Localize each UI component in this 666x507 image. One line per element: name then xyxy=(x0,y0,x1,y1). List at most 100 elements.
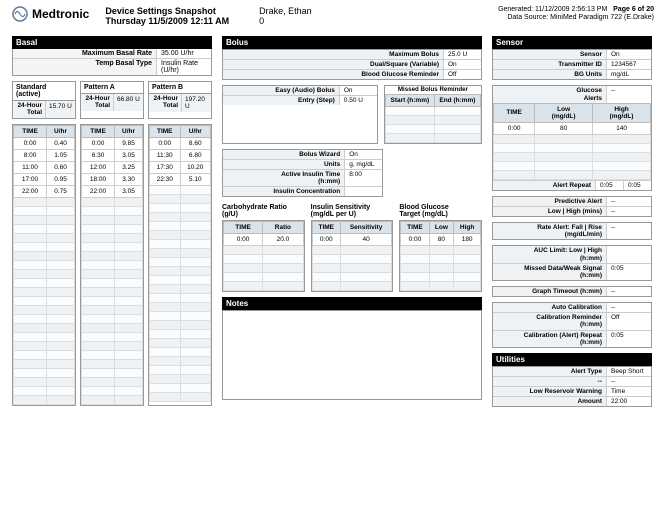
sensor-header: Sensor xyxy=(492,36,652,49)
table-row xyxy=(82,333,143,342)
table-row xyxy=(82,315,143,324)
table-row xyxy=(312,273,392,282)
table-row xyxy=(14,369,75,378)
brand-logo: Medtronic xyxy=(12,6,89,22)
table-row xyxy=(82,243,143,252)
table-row xyxy=(150,240,211,249)
table-row: 0:0080140 xyxy=(494,122,651,134)
table-row xyxy=(494,161,651,170)
table-row: 0:000.40 xyxy=(14,138,75,150)
table-row xyxy=(14,225,75,234)
table-row xyxy=(82,324,143,333)
table-row xyxy=(150,294,211,303)
table-row xyxy=(401,246,481,255)
medtronic-icon xyxy=(12,6,28,22)
b-table: TIMEU/hr0:008.6011:306.8017:3010.2022:30… xyxy=(149,125,211,402)
table-row xyxy=(150,186,211,195)
table-row xyxy=(82,198,143,207)
table-row xyxy=(401,282,481,291)
table-row xyxy=(82,351,143,360)
bolus-top: Maximum Bolus25.0 U Dual/Square (Variabl… xyxy=(222,49,482,80)
table-row xyxy=(150,330,211,339)
pattern-standard: Standard (active) 24-Hour Total15.70 U xyxy=(12,81,76,119)
table-row: 17:000.95 xyxy=(14,174,75,186)
bolus-wizard: Bolus WizardOn Unitsg, mg/dL Active Insu… xyxy=(222,149,383,197)
table-row xyxy=(14,306,75,315)
table-row xyxy=(224,273,304,282)
notes-header: Notes xyxy=(222,297,482,310)
table-row xyxy=(82,288,143,297)
bolus-header: Bolus xyxy=(222,36,482,49)
temp-basal-v: Insulin Rate (U/hr) xyxy=(156,59,211,75)
pattern-a: Pattern A 24-Hour Total66.80 U xyxy=(80,81,144,119)
patient-sub: 0 xyxy=(259,16,312,26)
utilities: Alert TypeBeep Short ---- Low Reservoir … xyxy=(492,366,652,408)
table-row xyxy=(150,303,211,312)
patient-block: Drake, Ethan 0 xyxy=(259,6,312,26)
table-row xyxy=(150,249,211,258)
std-table: TIMEU/hr0:000.408:001.0511:000.6017:000.… xyxy=(13,125,75,405)
table-row xyxy=(14,297,75,306)
table-row: 0:008.60 xyxy=(150,138,211,150)
table-row xyxy=(494,143,651,152)
predictive: Predictive Alert-- Low | High (mins)-- xyxy=(492,196,652,217)
table-row xyxy=(494,152,651,161)
bolus-column: Bolus Maximum Bolus25.0 U Dual/Square (V… xyxy=(222,36,482,400)
table-row xyxy=(494,134,651,143)
table-row: 11:306.80 xyxy=(150,150,211,162)
table-row xyxy=(82,396,143,405)
header-title-block: Device Settings Snapshot Thursday 11/5/2… xyxy=(105,6,229,26)
table-row xyxy=(150,222,211,231)
table-row xyxy=(82,378,143,387)
table-row xyxy=(150,348,211,357)
table-row: 12:003.25 xyxy=(82,162,143,174)
table-row xyxy=(82,270,143,279)
table-row: 22:000.75 xyxy=(14,186,75,198)
header: Medtronic Device Settings Snapshot Thurs… xyxy=(12,6,654,26)
easy-bolus: Easy (Audio) BolusOn Entry (Step)0.50 U xyxy=(222,85,378,144)
table-row xyxy=(14,324,75,333)
table-row xyxy=(150,285,211,294)
table-row xyxy=(14,243,75,252)
temp-basal-k: Temp Basal Type xyxy=(13,59,156,75)
table-row xyxy=(401,255,481,264)
table-row xyxy=(14,360,75,369)
pattern-tables: TIMEU/hr0:000.408:001.0511:000.6017:000.… xyxy=(12,124,212,406)
table-row xyxy=(14,333,75,342)
table-row xyxy=(82,306,143,315)
bolus-triple: Carbohydrate Ratio (g/U) TIMERatio0:0020… xyxy=(222,202,482,292)
table-row xyxy=(385,125,480,134)
table-row xyxy=(14,216,75,225)
table-row: 0:009.85 xyxy=(82,138,143,150)
table-row: 22:305.10 xyxy=(150,174,211,186)
table-row xyxy=(82,261,143,270)
table-row: 17:3010.20 xyxy=(150,162,211,174)
table-row xyxy=(150,204,211,213)
table-row xyxy=(312,246,392,255)
table-row xyxy=(82,225,143,234)
missed-bolus: Missed Bolus Reminder Start (h:mm)End (h… xyxy=(384,85,482,144)
table-row xyxy=(14,207,75,216)
table-row xyxy=(150,231,211,240)
a-table: TIMEU/hr0:009.856:303.0512:003.2518:003.… xyxy=(81,125,143,405)
table-row: 22:003.05 xyxy=(82,186,143,198)
table-row xyxy=(312,255,392,264)
glucose-alerts: Glucose Alerts-- TIMELow (mg/dL)High (mg… xyxy=(492,85,652,190)
table-row xyxy=(385,116,480,125)
table-row xyxy=(150,267,211,276)
table-row xyxy=(224,264,304,273)
table-row: 0:0080180 xyxy=(401,234,481,246)
header-right: Generated: 11/12/2009 2:56:13 PM Page 6 … xyxy=(498,6,654,23)
table-row xyxy=(82,216,143,225)
table-row xyxy=(14,351,75,360)
table-row xyxy=(14,396,75,405)
table-row xyxy=(82,342,143,351)
notes-box xyxy=(222,310,482,400)
table-row xyxy=(14,270,75,279)
table-row xyxy=(494,170,651,179)
pattern-row: Standard (active) 24-Hour Total15.70 U P… xyxy=(12,81,212,119)
page: Medtronic Device Settings Snapshot Thurs… xyxy=(0,0,666,413)
table-row xyxy=(82,279,143,288)
table-row xyxy=(82,369,143,378)
table-row xyxy=(224,246,304,255)
